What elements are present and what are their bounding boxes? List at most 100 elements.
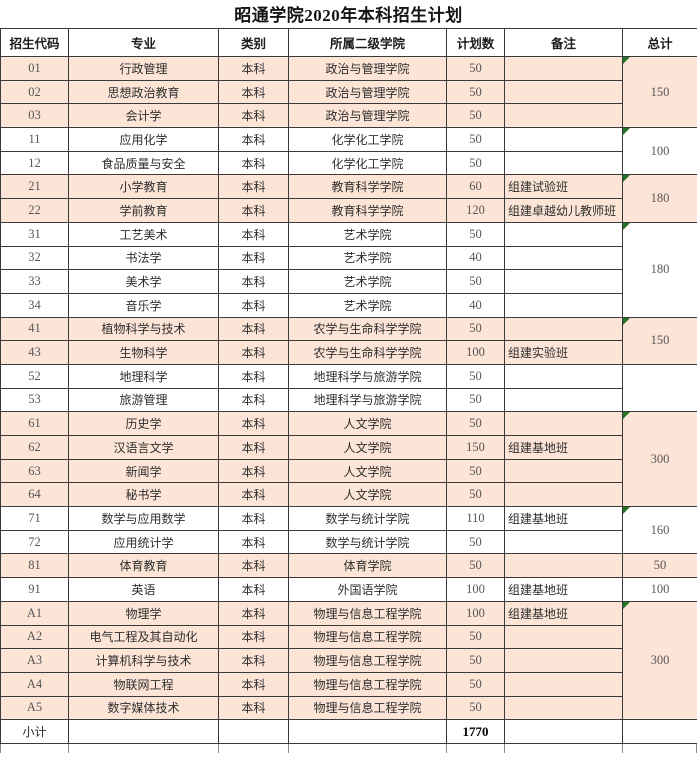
column-header: 备注 [504,28,623,57]
table-row: 61 历史学 本科 人文学院 50 300 [0,411,697,508]
column-header: 总计 [622,28,697,57]
category-cell: 本科 [218,245,289,271]
table-row: 71 数学与应用数学 本科 数学与统计学院 110 组建基地班 160 [0,506,697,555]
code-cell: A4 [0,671,69,697]
table-row: 52 地理科学 本科 地理科学与旅游学院 50 [0,363,697,413]
category-cell: 本科 [218,174,289,200]
table-row: A1 物理学 本科 物理与信息工程学院 100 组建基地班 300 [0,600,697,721]
plan-cell: 50 [446,387,505,413]
major-cell: 思想政治教育 [68,79,219,105]
table-row: 33 美术学 本科 艺术学院 50 [0,269,697,294]
remark-cell [504,648,623,673]
remark-cell: 组建卓越幼儿教师班 [504,198,623,223]
major-cell: 旅游管理 [68,387,219,413]
category-cell: 本科 [218,150,289,176]
category-cell: 本科 [218,553,289,579]
major-cell: 新闻学 [68,458,219,484]
plan-cell: 50 [446,127,505,152]
category-cell: 本科 [218,316,289,342]
remark-cell [504,482,623,508]
category-cell: 本科 [218,648,289,673]
gridline-stub [504,743,505,753]
remark-cell [504,458,623,484]
category-cell: 本科 [218,198,289,223]
category-cell: 本科 [218,363,289,389]
remark-cell [504,387,623,413]
college-cell: 艺术学院 [288,269,447,294]
code-cell: 43 [0,340,69,365]
remark-cell [504,695,623,721]
college-cell: 农学与生命科学学院 [288,340,447,365]
page-title: 昭通学院2020年本科招生计划 [234,6,463,25]
category-cell: 本科 [218,600,289,626]
table-row: 03 会计学 本科 政治与管理学院 50 [0,103,697,129]
subtotal-row: 小计 1770 [0,719,697,744]
table-row: 32 书法学 本科 艺术学院 40 [0,245,697,271]
code-cell: A2 [0,624,69,650]
column-header: 招生代码 [0,28,69,57]
major-cell: 数学与应用数学 [68,506,219,531]
college-cell: 人文学院 [288,482,447,508]
table-row: A3 计算机科学与技术 本科 物理与信息工程学院 50 [0,648,697,673]
table-row: A4 物联网工程 本科 物理与信息工程学院 50 [0,671,697,697]
column-header: 类别 [218,28,289,57]
total-cell: 150 [622,316,697,365]
code-cell: 32 [0,245,69,271]
category-cell: 本科 [218,387,289,413]
cropped-next-row-gridlines [0,743,697,758]
plan-cell: 50 [446,221,505,247]
major-cell: 计算机科学与技术 [68,648,219,673]
category-cell: 本科 [218,292,289,318]
table-row: 64 秘书学 本科 人文学院 50 [0,482,697,508]
remark-cell [504,363,623,389]
table-row: 12 食品质量与安全 本科 化学化工学院 50 [0,150,697,176]
remark-cell [504,671,623,697]
category-cell: 本科 [218,103,289,129]
college-cell [288,719,447,744]
college-cell: 地理科学与旅游学院 [288,363,447,389]
category-cell: 本科 [218,671,289,697]
plan-cell: 50 [446,529,505,555]
category-cell: 本科 [218,56,289,81]
college-cell: 物理与信息工程学院 [288,600,447,626]
code-cell: 33 [0,269,69,294]
total-cell: 300 [622,600,697,721]
college-cell: 物理与信息工程学院 [288,671,447,697]
major-cell: 地理科学 [68,363,219,389]
gridline-stub [446,743,447,753]
plan-cell: 100 [446,577,505,602]
table-row: 43 生物科学 本科 农学与生命科学学院 100 组建实验班 [0,340,697,365]
plan-cell: 110 [446,506,505,531]
remark-cell: 组建实验班 [504,340,623,365]
table-row: 63 新闻学 本科 人文学院 50 [0,458,697,484]
table-row: 31 工艺美术 本科 艺术学院 50 180 [0,221,697,318]
college-cell: 教育科学学院 [288,174,447,200]
green-corner-marker-icon [623,128,630,136]
code-cell: A1 [0,600,69,626]
table-row: 81 体育教育 本科 体育学院 50 50 [0,553,697,579]
green-corner-marker-icon [623,602,630,609]
college-cell: 人文学院 [288,458,447,484]
category-cell: 本科 [218,577,289,602]
college-cell: 物理与信息工程学院 [288,648,447,673]
table-row: 62 汉语言文学 本科 人文学院 150 组建基地班 [0,435,697,460]
green-corner-marker-icon [623,175,630,183]
remark-cell [504,292,623,318]
green-corner-marker-icon [623,507,630,515]
plan-cell: 50 [446,150,505,176]
column-header: 专业 [68,28,219,57]
major-cell: 学前教育 [68,198,219,223]
remark-cell: 组建基地班 [504,435,623,460]
major-cell: 生物科学 [68,340,219,365]
total-cell: 300 [622,411,697,508]
category-cell: 本科 [218,482,289,508]
remark-cell [504,103,623,129]
total-cell: 50 [622,553,697,579]
category-cell: 本科 [218,79,289,105]
category-cell: 本科 [218,624,289,650]
college-cell: 物理与信息工程学院 [288,695,447,721]
category-cell: 本科 [218,506,289,531]
code-cell: 12 [0,150,69,176]
category-cell: 本科 [218,269,289,294]
major-cell: 秘书学 [68,482,219,508]
